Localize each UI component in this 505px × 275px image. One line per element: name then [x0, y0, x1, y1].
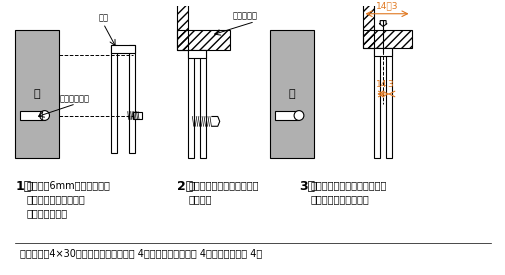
Text: 内枠: 内枠	[98, 13, 108, 22]
Bar	[128, 45, 134, 153]
Text: カールプラグ: カールプラグ	[59, 94, 89, 103]
Bar	[362, 30, 411, 48]
Bar	[274, 111, 298, 120]
Bar	[200, 50, 206, 158]
Bar	[20, 111, 44, 120]
Circle shape	[39, 111, 49, 120]
Polygon shape	[212, 117, 219, 126]
Text: ミラー本体: ミラー本体	[232, 11, 257, 20]
Bar	[362, 0, 374, 48]
Text: ドリルで6mmの穴をあけ、
同封のカールプラグを
埋め込みます。: ドリルで6mmの穴をあけ、 同封のカールプラグを 埋め込みます。	[27, 180, 111, 218]
Bar	[269, 30, 313, 158]
Text: 付属品　・4×30トラスタッピングビス 4本　・カールプラグ 4本　・皿小ねじ 4本: 付属品 ・4×30トラスタッピングビス 4本 ・カールプラグ 4本 ・皿小ねじ …	[20, 249, 262, 258]
Bar	[176, 30, 230, 50]
FancyArrow shape	[378, 21, 386, 26]
Bar	[111, 45, 117, 153]
Text: ミラー本体を内枠にかぶせ、
皿ねじで固定します。: ミラー本体を内枠にかぶせ、 皿ねじで固定します。	[310, 180, 386, 204]
Text: 3: 3	[386, 80, 392, 89]
Text: ビスをねじ込んで枠を固定
します。: ビスをねじ込んで枠を固定 します。	[188, 180, 259, 204]
Bar	[188, 50, 194, 158]
Text: 3．: 3．	[298, 180, 315, 193]
Text: 1．: 1．	[15, 180, 31, 193]
Bar	[15, 30, 59, 158]
Text: 壁: 壁	[288, 89, 294, 99]
Bar	[111, 45, 134, 53]
Text: 2．: 2．	[176, 180, 192, 193]
Circle shape	[293, 111, 304, 120]
Text: 14．3: 14．3	[375, 1, 397, 10]
Bar	[132, 112, 142, 119]
Bar	[374, 48, 379, 158]
Bar	[176, 0, 188, 50]
Bar	[188, 50, 206, 58]
Bar	[385, 48, 391, 158]
Text: 壁: 壁	[34, 89, 40, 99]
Text: 14: 14	[375, 80, 386, 89]
Bar	[374, 48, 391, 56]
